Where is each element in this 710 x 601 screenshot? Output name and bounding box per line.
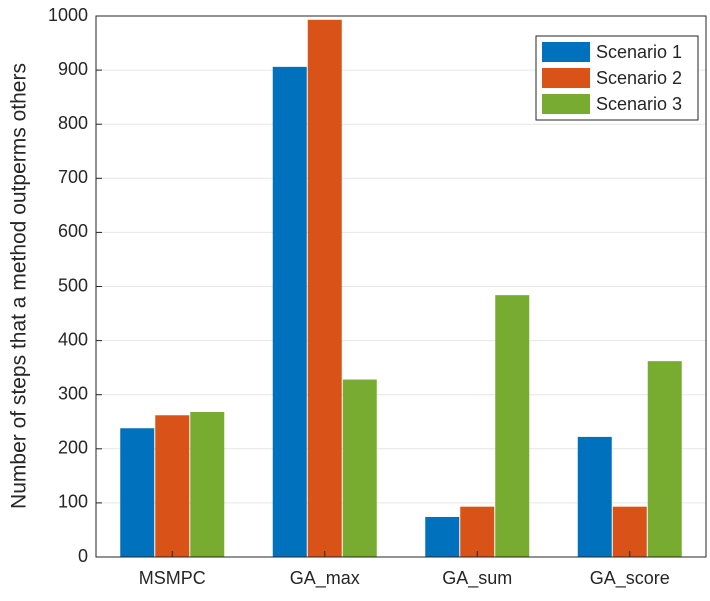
y-tick-label: 700 [58,167,88,187]
bar [190,412,225,557]
y-tick-label: 600 [58,221,88,241]
bar [307,19,342,558]
legend-label: Scenario 3 [596,94,682,114]
bar [577,436,612,557]
x-tick-label: GA_score [590,568,670,589]
y-axis-label: Number of steps that a method outperms o… [8,63,31,509]
bar [342,379,377,557]
axes-box [95,15,707,558]
y-tick-label: 200 [58,438,88,458]
x-tick-label: GA_sum [442,568,512,589]
y-tick-label: 400 [58,329,88,349]
legend-label: Scenario 2 [596,68,682,88]
bar [647,361,682,557]
x-tick-label: GA_max [290,568,360,589]
bar [272,66,307,557]
y-tick-label: 100 [58,492,88,512]
y-tick-label: 800 [58,113,88,133]
y-tick-label: 0 [78,546,88,566]
bar [425,516,460,557]
y-tick-label: 500 [58,275,88,295]
y-tick-label: 900 [58,59,88,79]
y-tick-label: 1000 [48,5,88,25]
y-tick-label: 300 [58,383,88,403]
legend-swatch [542,68,590,88]
x-tick-label: MSMPC [139,568,206,588]
legend-label: Scenario 1 [596,42,682,62]
bar [495,295,530,557]
legend-swatch [542,94,590,114]
bar [460,506,495,557]
bar [120,428,155,557]
bar [155,415,190,557]
bar [612,506,647,557]
legend-swatch [542,42,590,62]
